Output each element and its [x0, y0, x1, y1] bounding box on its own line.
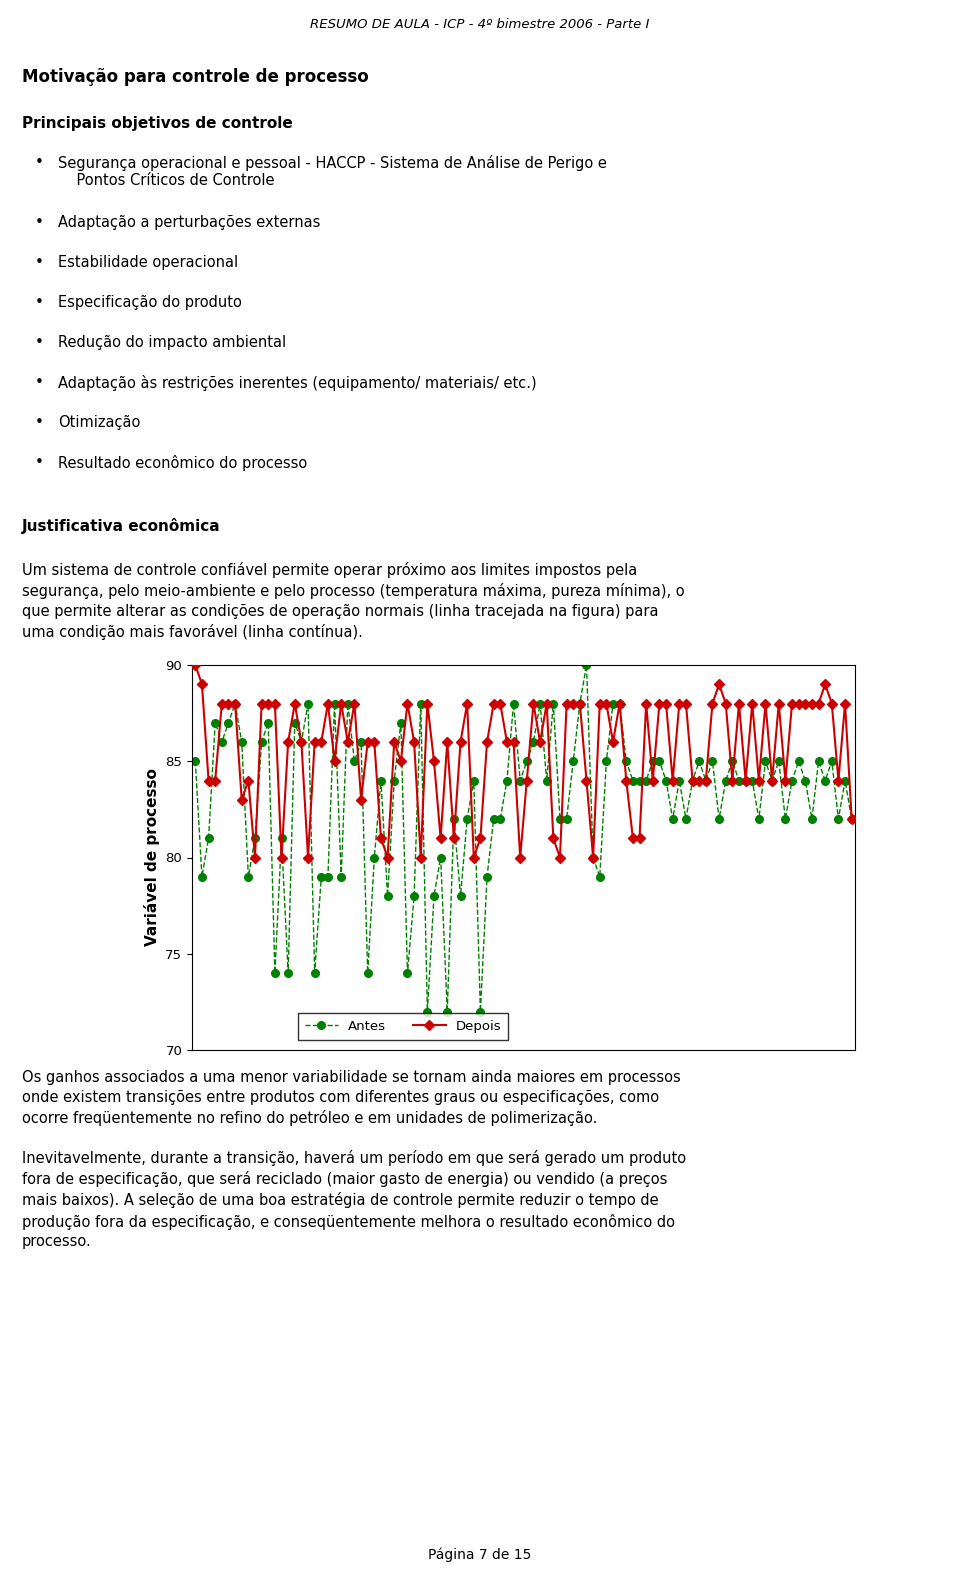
- Text: Adaptação a perturbações externas: Adaptação a perturbações externas: [58, 215, 321, 229]
- Text: •: •: [35, 156, 44, 170]
- Text: •: •: [35, 295, 44, 309]
- Text: Inevitavelmente, durante a transição, haverá um período em que será gerado um pr: Inevitavelmente, durante a transição, ha…: [22, 1150, 686, 1249]
- Text: Segurança operacional e pessoal - HACCP - Sistema de Análise de Perigo e
    Pon: Segurança operacional e pessoal - HACCP …: [58, 156, 607, 189]
- Y-axis label: Variável de processo: Variável de processo: [144, 768, 159, 946]
- Text: Um sistema de controle confiável permite operar próximo aos limites impostos pel: Um sistema de controle confiável permite…: [22, 562, 684, 641]
- Text: Otimização: Otimização: [58, 415, 140, 430]
- Text: Resultado econômico do processo: Resultado econômico do processo: [58, 456, 307, 471]
- Legend: Antes, Depois: Antes, Depois: [298, 1013, 509, 1040]
- Text: •: •: [35, 255, 44, 270]
- Text: Página 7 de 15: Página 7 de 15: [428, 1547, 532, 1563]
- Text: Redução do impacto ambiental: Redução do impacto ambiental: [58, 335, 286, 350]
- Text: RESUMO DE AULA - ICP - 4º bimestre 2006 - Parte I: RESUMO DE AULA - ICP - 4º bimestre 2006 …: [310, 17, 650, 31]
- Text: Adaptação às restrições inerentes (equipamento/ materiais/ etc.): Adaptação às restrições inerentes (equip…: [58, 375, 537, 391]
- Text: •: •: [35, 456, 44, 470]
- Text: Principais objetivos de controle: Principais objetivos de controle: [22, 116, 293, 130]
- Text: Justificativa econômica: Justificativa econômica: [22, 518, 221, 534]
- Text: •: •: [35, 335, 44, 350]
- Text: •: •: [35, 375, 44, 390]
- Text: Especificação do produto: Especificação do produto: [58, 295, 242, 309]
- Text: Motivação para controle de processo: Motivação para controle de processo: [22, 68, 369, 86]
- Text: Estabilidade operacional: Estabilidade operacional: [58, 255, 238, 270]
- Text: Os ganhos associados a uma menor variabilidade se tornam ainda maiores em proces: Os ganhos associados a uma menor variabi…: [22, 1070, 681, 1126]
- Text: •: •: [35, 215, 44, 229]
- Text: •: •: [35, 415, 44, 430]
